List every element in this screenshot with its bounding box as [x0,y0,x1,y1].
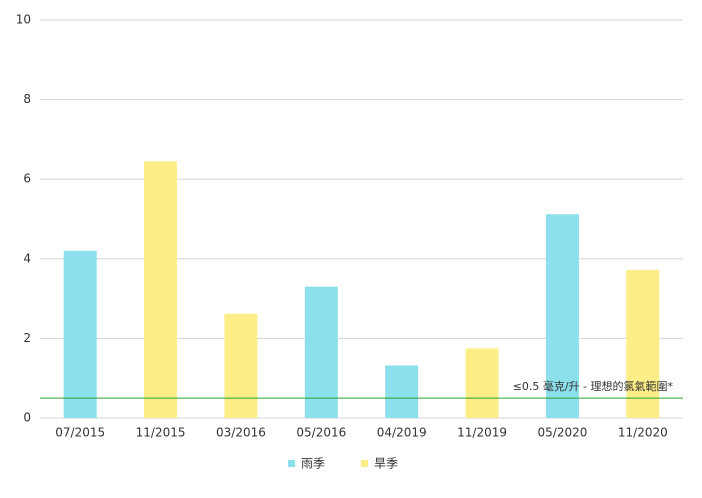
x-tick-label: 03/2016 [216,426,266,440]
x-tick-label: 07/2015 [55,426,105,440]
legend-swatch [288,460,295,467]
y-tick-label: 8 [23,92,31,106]
bar [385,365,419,418]
x-tick-label: 11/2020 [618,426,668,440]
y-tick-label: 6 [23,172,31,186]
reference-label: ≤0.5 毫克/升 - 理想的氯氣範圍* [513,379,674,393]
bar [224,313,258,418]
bar [63,250,97,418]
y-tick-label: 0 [23,411,31,425]
y-tick-label: 10 [16,13,31,27]
x-tick-label: 11/2019 [457,426,507,440]
legend-swatch [361,460,368,467]
legend-label: 旱季 [374,457,398,471]
bar [144,161,178,419]
x-tick-label: 04/2019 [377,426,427,440]
x-tick-label: 05/2016 [296,426,346,440]
bar [626,269,660,418]
legend-label: 雨季 [301,457,325,471]
y-tick-label: 4 [23,251,31,265]
bar [545,214,579,418]
x-tick-label: 05/2020 [538,426,588,440]
bar [304,286,338,418]
y-tick-label: 2 [23,331,31,345]
bar [465,348,499,418]
x-tick-label: 11/2015 [136,426,186,440]
